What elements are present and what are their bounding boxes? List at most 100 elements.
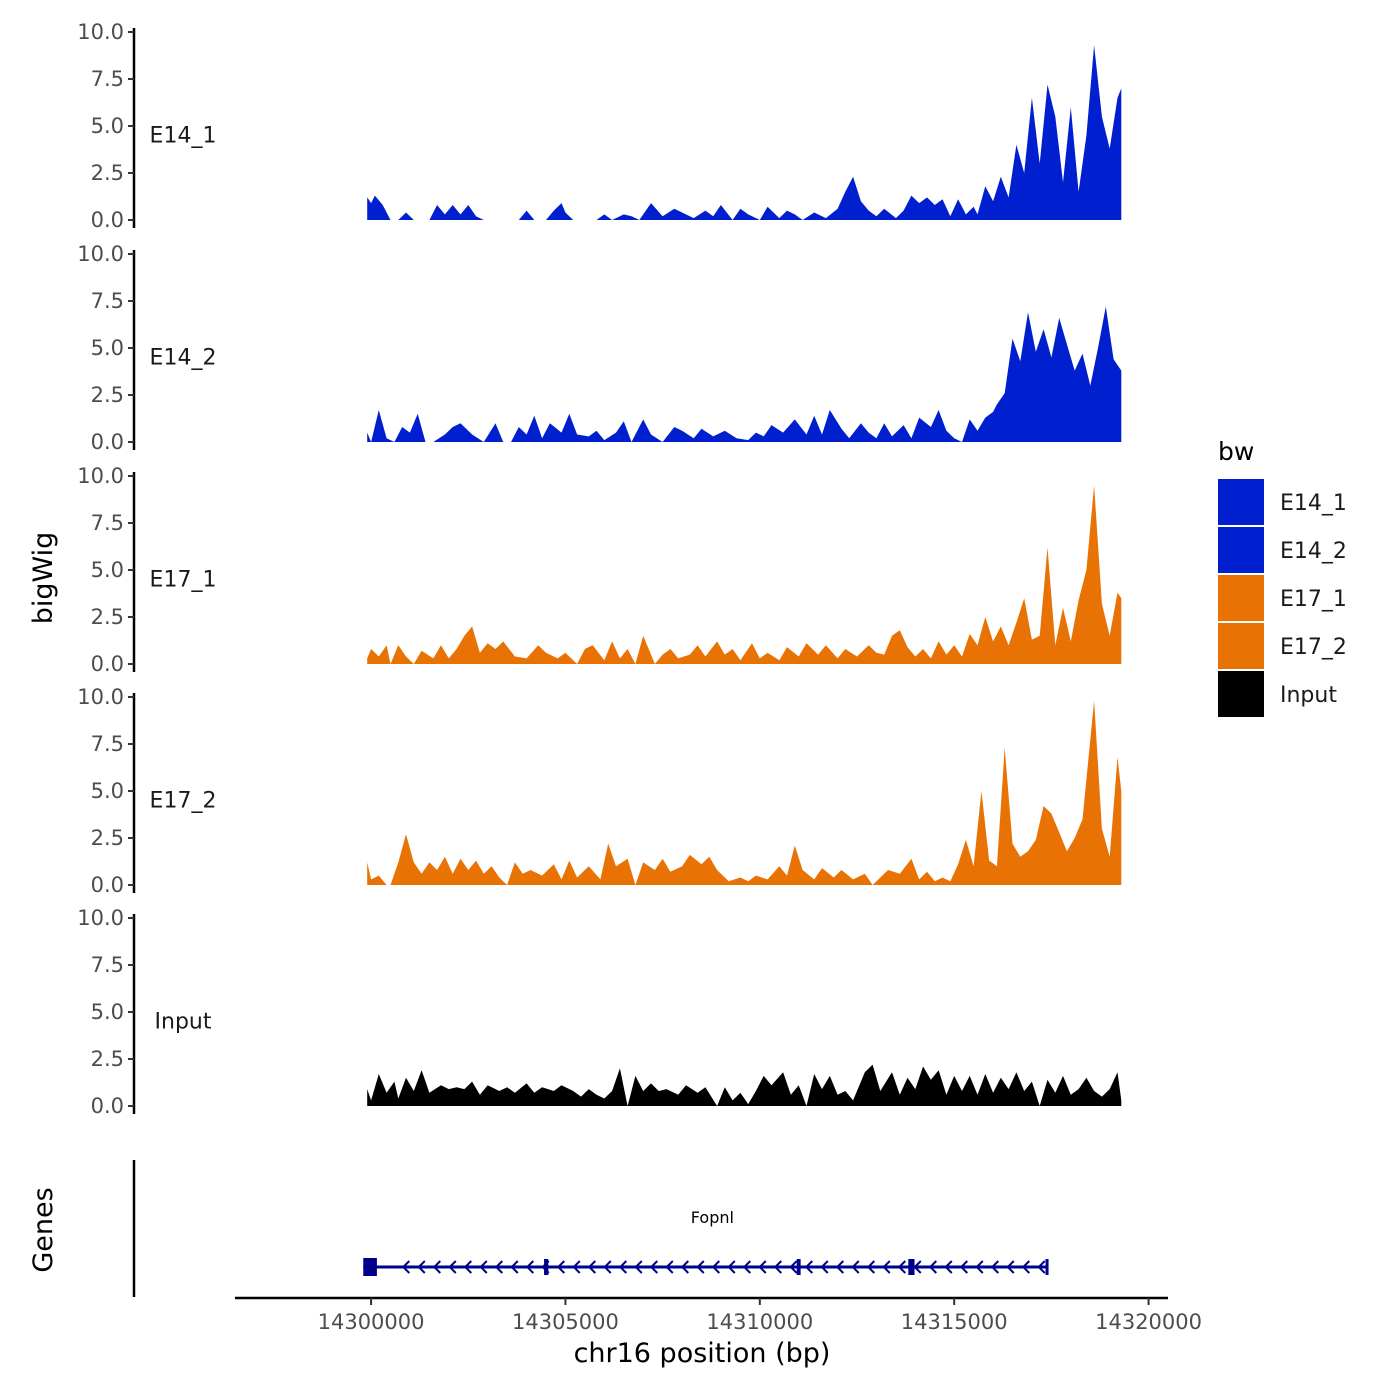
strand-arrow [665,1260,674,1274]
x-axis-title: chr16 position (bp) [574,1338,831,1369]
exon [1045,1259,1049,1275]
strand-arrow [851,1260,860,1274]
y-tick-label: 0.0 [91,208,124,232]
legend-label: Input [1280,683,1337,708]
panel-label: E17_2 [150,788,217,813]
legend-item: E17_2 [1218,623,1347,669]
strand-arrow [401,1260,410,1274]
strand-arrow [959,1260,968,1274]
series-area-E17_2 [367,700,1122,885]
y-tick-label: 10.0 [77,242,124,266]
strand-arrow [897,1260,906,1274]
y-tick-label: 5.0 [91,558,124,582]
y-tick-label: 10.0 [77,685,124,709]
y-tick-label: 0.0 [91,652,124,676]
strand-arrow [603,1260,612,1274]
legend-swatch [1218,527,1264,573]
legend-item: E17_1 [1218,575,1347,621]
strand-arrow [587,1260,596,1274]
y-tick-label: 5.0 [91,1000,124,1024]
y-axis-title: bigWig [28,532,59,625]
y-tick-label: 5.0 [91,114,124,138]
strand-arrow [432,1260,441,1274]
strand-arrow [835,1260,844,1274]
strand-arrow [789,1260,798,1274]
legend-label: E17_1 [1280,587,1347,612]
panel-label: Input [155,1009,212,1034]
legend-label: E14_2 [1280,539,1347,564]
strand-arrow [1021,1260,1030,1274]
gene-track: Fopnl [132,1160,1049,1297]
strand-arrow [479,1260,488,1274]
y-tick-label: 5.0 [91,336,124,360]
strand-arrow [742,1260,751,1274]
strand-arrow [773,1260,782,1274]
strand-arrow [882,1260,891,1274]
y-tick-label: 2.5 [91,1047,124,1071]
strand-arrow [572,1260,581,1274]
track-panels: 0.0 2.5 5.0 7.5 10.0 E14_1 0.0 2.5 5.0 7.5 10.0 E14… [77,20,1122,1118]
strand-arrow [1006,1260,1015,1274]
strand-arrow [928,1260,937,1274]
strand-arrow [758,1260,767,1274]
genes-axis-title: Genes [28,1187,59,1272]
strand-arrow [913,1260,922,1274]
legend-swatch [1218,671,1264,717]
strand-arrow [556,1260,565,1274]
y-tick-label: 10.0 [77,906,124,930]
legend-swatch [1218,623,1264,669]
strand-arrow [417,1260,426,1274]
strand-arrow [463,1260,472,1274]
y-tick-label: 0.0 [91,1094,124,1118]
y-tick-label: 2.5 [91,161,124,185]
legend-title: bw [1218,437,1254,466]
strand-arrow [634,1260,643,1274]
strand-arrow [727,1260,736,1274]
strand-arrow [448,1260,457,1274]
strand-arrow [680,1260,689,1274]
legend-item: E14_2 [1218,527,1347,573]
y-tick-label: 5.0 [91,779,124,803]
panel-label: E14_1 [150,123,217,148]
y-tick-label: 7.5 [91,289,124,313]
x-tick-label: 14320000 [1095,1310,1202,1334]
y-tick-label: 7.5 [91,67,124,91]
panel-E17_2: 0.0 2.5 5.0 7.5 10.0 E17_2 [77,685,1122,897]
exon [544,1259,549,1275]
strand-arrow [990,1260,999,1274]
legend-item: E14_1 [1218,479,1347,525]
series-area-Input [367,1064,1122,1106]
strand-arrow [711,1260,720,1274]
panel-label: E14_2 [150,345,217,370]
gene-name: Fopnl [691,1208,734,1227]
y-tick-label: 10.0 [77,20,124,44]
y-tick-label: 7.5 [91,732,124,756]
strand-arrow [510,1260,519,1274]
legend-label: E14_1 [1280,491,1347,516]
legend-label: E17_2 [1280,635,1347,660]
strand-arrow [494,1260,503,1274]
strand-arrow [696,1260,705,1274]
y-tick-label: 0.0 [91,430,124,454]
series-area-E14_1 [367,45,1122,221]
panel-E14_1: 0.0 2.5 5.0 7.5 10.0 E14_1 [77,20,1122,232]
y-tick-label: 10.0 [77,464,124,488]
series-area-E17_1 [367,485,1122,664]
strand-arrow [820,1260,829,1274]
exon [796,1259,801,1275]
strand-arrow [649,1260,658,1274]
panel-Input: 0.0 2.5 5.0 7.5 10.0 Input [77,906,1122,1118]
panel-label: E17_1 [150,567,217,592]
strand-arrow [866,1260,875,1274]
strand-arrow [525,1260,534,1274]
strand-arrow [804,1260,813,1274]
panel-E17_1: 0.0 2.5 5.0 7.5 10.0 E17_1 [77,464,1122,676]
x-tick-label: 14310000 [706,1310,813,1334]
legend-item: Input [1218,671,1337,717]
panel-E14_2: 0.0 2.5 5.0 7.5 10.0 E14_2 [77,242,1122,454]
y-tick-label: 2.5 [91,826,124,850]
x-tick-label: 14305000 [512,1310,619,1334]
legend-swatch [1218,479,1264,525]
y-tick-label: 7.5 [91,511,124,535]
